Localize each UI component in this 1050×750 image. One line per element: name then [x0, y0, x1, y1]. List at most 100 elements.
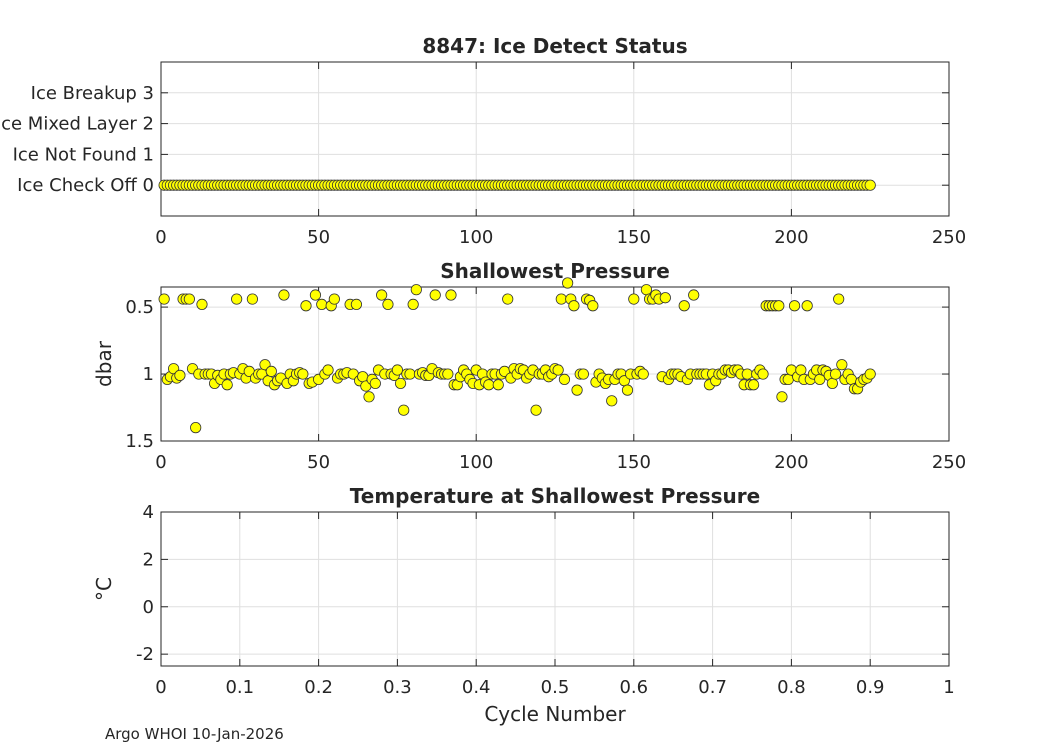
pressure-point [221, 379, 233, 391]
pressure-point [407, 298, 419, 311]
pressure-point [688, 289, 700, 301]
pressure-point [577, 368, 589, 380]
pressure-point [278, 289, 290, 301]
pressure-xtick-label: 0 [155, 452, 166, 473]
temperature-xtick-label: 1 [943, 677, 954, 698]
pressure-axes-box [160, 286, 950, 442]
temperature-xtick-label: 0.7 [698, 677, 727, 698]
pressure-point [637, 368, 649, 380]
pressure-point [571, 384, 583, 396]
pressure-point [394, 377, 407, 390]
pressure-point [640, 284, 653, 296]
footer-credit: Argo WHOI 10-Jan-2026 [105, 725, 284, 743]
pressure-point [773, 300, 785, 312]
pressure-point [776, 391, 788, 403]
ice-xtick-label: 150 [617, 227, 651, 248]
pressure-point [158, 293, 170, 305]
pressure-point [552, 364, 564, 376]
pressure-point [410, 284, 422, 296]
ice-xtick-label: 50 [307, 227, 330, 248]
pressure-point [429, 289, 441, 301]
pressure-point [309, 289, 322, 301]
pressure-point [562, 277, 574, 289]
temperature-ytick-label: 4 [143, 502, 154, 523]
ice-xtick-label: 250 [932, 227, 966, 248]
pressure-point [492, 379, 504, 391]
pressure-ytick-label: 1.5 [125, 431, 154, 452]
pressure-point [555, 293, 567, 305]
pressure-point [231, 293, 243, 305]
pressure-point [845, 373, 857, 385]
pressure-point [788, 300, 801, 312]
pressure-xtick-label: 50 [307, 452, 330, 473]
pressure-point [678, 300, 690, 312]
ice-ytick-label: Ice Breakup 3 [31, 83, 154, 104]
pressure-ytick-label: 1 [143, 364, 154, 385]
temperature-xtick-label: 0.5 [541, 677, 570, 698]
pressure-point [757, 368, 769, 380]
pressure-point [826, 377, 838, 390]
pressure-point [322, 364, 334, 376]
pressure-point [369, 377, 381, 390]
temperature-ylabel: °C [92, 577, 116, 601]
temperature-xtick-label: 0.8 [777, 677, 806, 698]
temperature-xtick-label: 0.9 [856, 677, 885, 698]
pressure-point [404, 368, 416, 380]
temperature-xlabel: Cycle Number [484, 702, 626, 726]
ice-xtick-label: 200 [774, 227, 808, 248]
pressure-point [265, 365, 277, 377]
pressure-point [363, 391, 375, 403]
pressure-ylabel: dbar [92, 340, 116, 387]
ice-ytick-label: Ice Not Found 1 [13, 144, 154, 165]
pressure-point [782, 373, 794, 385]
pressure-xtick-label: 100 [459, 452, 493, 473]
ice-plot-area [161, 62, 949, 216]
pressure-point [801, 300, 813, 312]
pressure-point [628, 293, 640, 305]
pressure-point [568, 300, 580, 312]
pressure-point [196, 298, 208, 311]
pressure-point [442, 368, 454, 380]
pressure-point [659, 292, 671, 304]
pressure-point [398, 404, 410, 416]
pressure-point [350, 298, 363, 311]
pressure-point [174, 369, 186, 381]
temperature-xtick-label: 0.4 [462, 677, 491, 698]
ice-xtick-label: 0 [155, 227, 166, 248]
pressure-point [483, 379, 495, 391]
pressure-point [587, 300, 599, 312]
pressure-point [183, 293, 195, 305]
pressure-point [376, 289, 388, 301]
pressure-point [357, 371, 369, 383]
pressure-point [530, 404, 542, 416]
pressure-point [328, 293, 340, 305]
pressure-point [747, 379, 760, 391]
temperature-xtick-label: 0.1 [225, 677, 254, 698]
pressure-point [445, 289, 457, 301]
pressure-point [246, 293, 259, 305]
ice-chart: 0 50 100 150 200 250 Ice Check Off 0 Ice Not Fo… [0, 34, 966, 248]
ice-ytick-label: Ice Mixed Layer 2 [0, 114, 154, 135]
ice-xtick-label: 100 [459, 227, 493, 248]
pressure-xtick-label: 200 [774, 452, 808, 473]
pressure-point [297, 368, 309, 380]
ice-title: 8847: Ice Detect Status [422, 34, 687, 58]
ice-axes-box [160, 61, 950, 217]
temperature-ytick-label: -2 [136, 644, 154, 665]
pressure-xtick-label: 150 [617, 452, 651, 473]
temperature-ytick-label: 2 [143, 549, 154, 570]
temperature-xtick-label: 0.2 [304, 677, 333, 698]
pressure-point [391, 364, 403, 376]
pressure-point [558, 373, 571, 385]
temperature-xtick-label: 0.6 [619, 677, 648, 698]
temperature-axes-box [160, 511, 950, 667]
pressure-point [190, 422, 202, 434]
pressure-point [864, 368, 876, 380]
pressure-point [382, 298, 394, 311]
temperature-ytick-label: 0 [143, 597, 154, 618]
pressure-point [836, 359, 848, 371]
pressure-point [316, 298, 328, 311]
temperature-chart: 0 0.1 0.2 0.3 0.4 0.5 0.6 0.7 0.8 0.9 1-2024Temper… [92, 484, 955, 726]
ice-point [864, 179, 876, 191]
